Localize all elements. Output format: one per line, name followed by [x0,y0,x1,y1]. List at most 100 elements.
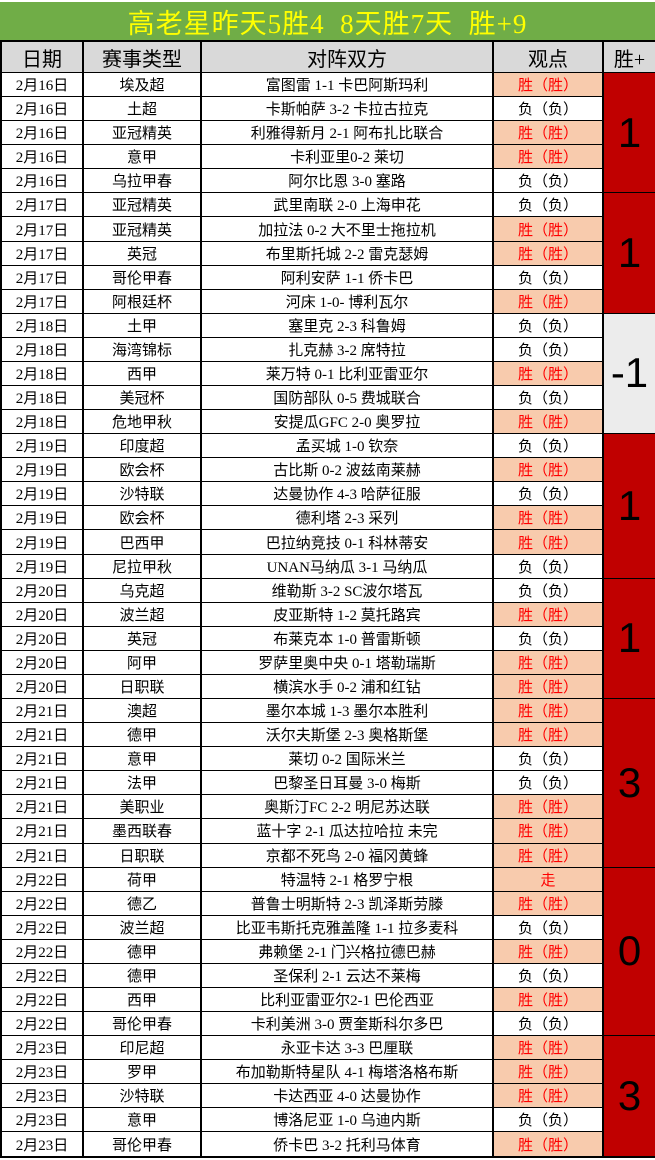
table-row: 2月18日 海湾锦标 扎克赫 3-2 席特拉 负（负） [0,336,655,362]
table-row: 2月18日 美冠杯 国防部队 0-5 费城联合 负（负） [0,385,655,411]
table-row: 2月21日 日职联 京都不死鸟 2-0 福冈黄蜂 胜（胜） [0,842,655,868]
verdict-cell: 负（负） [492,481,604,507]
league-cell: 乌克超 [82,577,202,603]
verdict-cell: 负（负） [492,553,604,579]
verdict-cell: 胜（胜） [492,505,604,531]
date-cell: 2月18日 [0,360,84,387]
table-row: 2月22日 德甲 弗赖堡 2-1 门兴格拉德巴赫 胜（胜） [0,938,655,964]
date-cell: 2月20日 [0,673,84,700]
verdict-cell: 胜（胜） [492,216,604,242]
date-cell: 2月17日 [0,288,84,314]
league-cell: 危地甲秋 [82,409,202,435]
match-cell: 布莱克本 1-0 普雷斯顿 [200,625,494,651]
league-cell: 印度超 [82,433,202,459]
table-row: 2月17日 亚冠精英 武里南联 2-0 上海申花 负（负） 1 [0,192,655,314]
league-cell: 印尼超 [82,1035,202,1061]
verdict-cell: 胜（胜） [492,144,604,170]
match-cell: 罗萨里奥中央 0-1 塔勒瑞斯 [200,649,494,675]
date-cell: 2月21日 [0,698,84,724]
table-row: 2月19日 尼拉甲秋 UNAN马纳瓜 3-1 马纳瓜 负（负） [0,553,655,579]
verdict-cell: 胜（胜） [492,818,604,844]
verdict-cell: 负（负） [492,962,604,988]
match-cell: 布里斯托城 2-2 雷克瑟姆 [200,240,494,266]
match-cell: 卡达西亚 4-0 达曼协作 [200,1083,494,1109]
winplus-cell: -1 [602,312,655,435]
table-row: 2月16日 亚冠精英 利雅得新月 2-1 阿布扎比联合 胜（胜） [0,120,655,146]
date-cell: 2月22日 [0,938,84,964]
match-cell: 特温特 2-1 格罗宁根 [200,866,494,892]
table-row: 2月21日 德甲 沃尔夫斯堡 2-3 奥格斯堡 胜（胜） [0,722,655,748]
column-header-winplus: 胜+ [602,40,655,73]
verdict-cell: 胜（胜） [492,1083,604,1109]
table-row: 2月17日 哥伦甲春 阿利安萨 1-1 侨卡巴 负（负） [0,264,655,290]
verdict-cell: 胜（胜） [492,722,604,748]
match-cell: 京都不死鸟 2-0 福冈黄蜂 [200,842,494,868]
verdict-cell: 胜（胜） [492,649,604,675]
table-row: 2月17日 英冠 布里斯托城 2-2 雷克瑟姆 胜（胜） [0,240,655,266]
table-row: 2月16日 意甲 卡利亚里0-2 莱切 胜（胜） [0,144,655,170]
date-cell: 2月18日 [0,312,84,338]
verdict-cell: 胜（胜） [492,842,604,868]
winplus-cell: 3 [602,698,655,868]
verdict-cell: 胜（胜） [492,698,604,724]
match-cell: 圣保利 2-1 云达不莱梅 [200,962,494,988]
table-row: 2月21日 澳超 墨尔本城 1-3 墨尔本胜利 胜（胜） 3 [0,698,655,868]
match-cell: 博洛尼亚 1-0 乌迪内斯 [200,1107,494,1133]
match-cell: 塞里克 2-3 科鲁姆 [200,312,494,338]
match-cell: 巴拉纳竞技 0-1 科林蒂安 [200,529,494,555]
date-cell: 2月16日 [0,144,84,170]
verdict-cell: 胜（胜） [492,120,604,146]
match-cell: 墨尔本城 1-3 墨尔本胜利 [200,698,494,724]
date-cell: 2月16日 [0,71,84,98]
league-cell: 埃及超 [82,71,202,98]
table-row: 2月18日 西甲 莱万特 0-1 比利亚雷亚尔 胜（胜） [0,360,655,387]
date-cell: 2月23日 [0,1059,84,1085]
league-cell: 土甲 [82,312,202,338]
league-cell: 欧会杯 [82,505,202,531]
date-cell: 2月23日 [0,1035,84,1061]
table-row: 2月18日 危地甲秋 安提瓜GFC 2-0 奥罗拉 胜（胜） [0,409,655,435]
table-row: 2月23日 罗甲 布加勒斯特星队 4-1 梅塔洛格布斯 胜（胜） [0,1059,655,1085]
table-row: 2月20日 英冠 布莱克本 1-0 普雷斯顿 负（负） [0,625,655,651]
date-cell: 2月22日 [0,890,84,916]
league-cell: 西甲 [82,360,202,387]
table-row: 2月22日 德乙 普鲁士明斯特 2-3 凯泽斯劳滕 胜（胜） [0,890,655,916]
winplus-cell: 1 [602,192,655,314]
league-cell: 德甲 [82,722,202,748]
league-cell: 沙特联 [82,1083,202,1109]
verdict-cell: 负（负） [492,577,604,603]
date-cell: 2月19日 [0,433,84,459]
date-cell: 2月22日 [0,986,84,1013]
league-cell: 意甲 [82,144,202,170]
league-cell: 意甲 [82,746,202,772]
date-cell: 2月19日 [0,505,84,531]
league-cell: 欧会杯 [82,457,202,483]
match-cell: 卡利美洲 3-0 贾奎斯科尔多巴 [200,1011,494,1037]
date-cell: 2月23日 [0,1083,84,1109]
verdict-cell: 负（负） [492,264,604,290]
title-bar: 高老星昨天5胜4 8天胜7天 胜+9 [0,2,655,40]
league-cell: 澳超 [82,698,202,724]
league-cell: 哥伦甲春 [82,1011,202,1037]
table-row: 2月21日 美职业 奥斯汀FC 2-2 明尼苏达联 胜（胜） [0,794,655,820]
verdict-cell: 胜（胜） [492,529,604,555]
verdict-cell: 负（负） [492,168,604,194]
league-cell: 罗甲 [82,1059,202,1085]
league-cell: 西甲 [82,986,202,1013]
date-cell: 2月22日 [0,1011,84,1037]
verdict-cell: 负（负） [492,385,604,411]
verdict-cell: 负（负） [492,192,604,218]
match-cell: 沃尔夫斯堡 2-3 奥格斯堡 [200,722,494,748]
date-cell: 2月18日 [0,385,84,411]
league-cell: 德甲 [82,938,202,964]
date-cell: 2月23日 [0,1131,84,1158]
winplus-cell: 0 [602,866,655,1037]
table-row: 2月23日 哥伦甲春 侨卡巴 3-2 托利马体育 胜（胜） [0,1131,655,1158]
date-cell: 2月21日 [0,794,84,820]
table-row: 2月23日 印尼超 永亚卡达 3-3 巴厘联 胜（胜） 3 [0,1035,655,1158]
verdict-cell: 胜（胜） [492,673,604,700]
match-cell: UNAN马纳瓜 3-1 马纳瓜 [200,553,494,579]
date-cell: 2月21日 [0,746,84,772]
column-header-match: 对阵双方 [200,40,494,73]
table-row: 2月23日 意甲 博洛尼亚 1-0 乌迪内斯 负（负） [0,1107,655,1133]
